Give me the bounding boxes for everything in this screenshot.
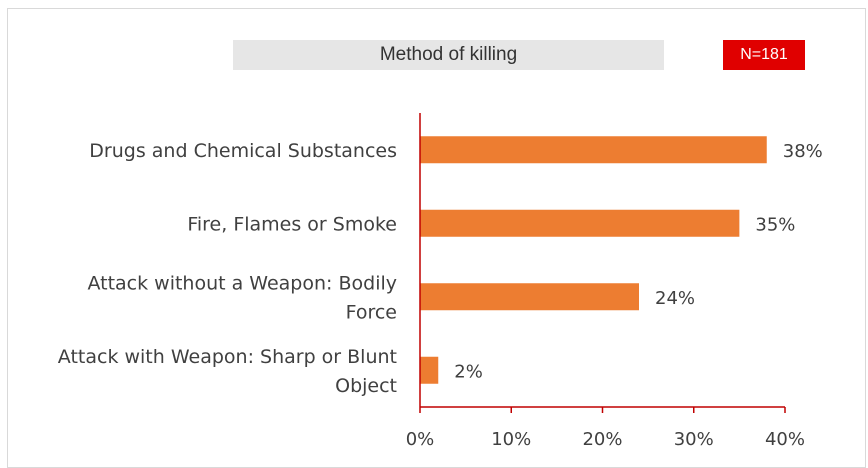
x-tick-label: 0%: [406, 429, 435, 450]
bar: [420, 356, 439, 384]
x-tick-label: 20%: [582, 429, 622, 450]
category-label: Attack with Weapon: Sharp or Blunt: [58, 346, 397, 368]
x-tick-label: 40%: [765, 429, 805, 450]
bar: [420, 209, 740, 237]
bar: [420, 136, 767, 164]
category-label: Object: [335, 375, 397, 397]
data-label: 2%: [454, 361, 483, 382]
x-tick-label: 30%: [674, 429, 714, 450]
category-label: Drugs and Chemical Substances: [89, 140, 397, 162]
data-label: 35%: [755, 214, 795, 235]
category-label: Attack without a Weapon: Bodily: [87, 272, 397, 294]
chart-frame: [7, 8, 866, 468]
bar: [420, 283, 639, 311]
chart-title: Method of killing: [233, 40, 664, 70]
category-label: Force: [346, 301, 397, 323]
data-label: 24%: [655, 288, 695, 309]
x-tick-label: 10%: [491, 429, 531, 450]
sample-size-badge: N=181: [723, 40, 805, 70]
data-label: 38%: [783, 141, 823, 162]
category-label: Fire, Flames or Smoke: [187, 213, 397, 235]
